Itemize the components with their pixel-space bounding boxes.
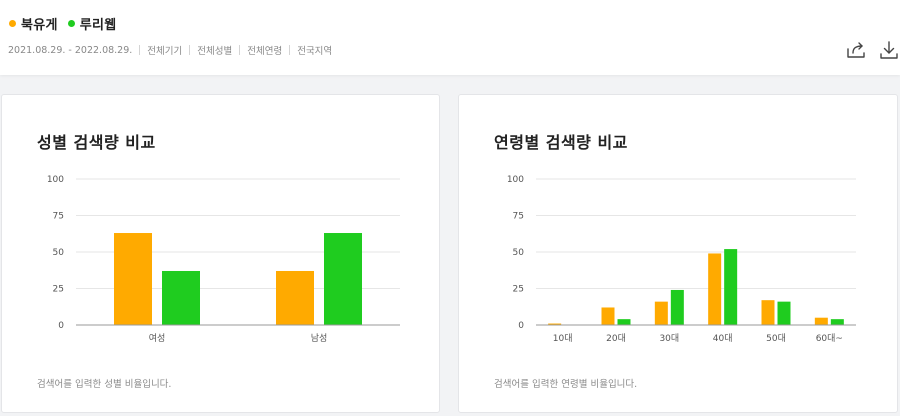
- filter-date-range: 2021.08.29. - 2022.08.29.: [8, 44, 133, 56]
- bar: [654, 301, 668, 325]
- bar: [670, 289, 684, 325]
- y-tick-label: 75: [53, 212, 64, 222]
- legend-item-ruliweb: 루리웹: [67, 14, 117, 33]
- gender-bar-chart: 0 25 50 75 100 여성 남성: [47, 175, 400, 344]
- series-legend: 북유게 루리웹: [9, 14, 127, 33]
- legend-label: 루리웹: [79, 18, 117, 33]
- x-tick-label: 10대: [553, 333, 573, 344]
- bar: [724, 249, 738, 325]
- legend-label: 북유게: [21, 18, 58, 33]
- age-bar-chart: 0 25 50 75 100 10대 20대 30대 40대 50대 60대~: [507, 175, 856, 344]
- y-tick-label: 0: [518, 321, 524, 331]
- divider: [139, 45, 141, 55]
- x-tick-label: 60대~: [816, 333, 843, 344]
- gender-chart-card: 성별 검색량 비교 0 25 50 75 100 여성 남성 검색어를 입력한 성별 비율입…: [1, 94, 440, 413]
- y-tick-label: 100: [47, 175, 64, 185]
- legend-item-bukyuge: 북유게: [9, 14, 58, 33]
- x-tick-label: 40대: [713, 333, 733, 344]
- bar: [114, 233, 152, 325]
- x-tick-label: 20대: [606, 333, 626, 344]
- card-title: 성별 검색량 비교: [37, 133, 156, 152]
- y-tick-label: 25: [513, 285, 524, 295]
- card-note: 검색어를 입력한 성별 비율입니다.: [37, 379, 172, 390]
- bar: [777, 301, 791, 325]
- y-tick-label: 100: [507, 175, 524, 185]
- y-tick-label: 50: [53, 248, 65, 258]
- x-tick-label: 남성: [311, 333, 328, 344]
- download-icon[interactable]: [878, 39, 900, 61]
- filter-summary: 2021.08.29. - 2022.08.29. 전체기기 전체성별 전체연령…: [8, 43, 333, 58]
- bar: [830, 319, 844, 325]
- x-tick-label: 30대: [659, 333, 679, 344]
- y-tick-label: 0: [58, 321, 64, 331]
- card-note: 검색어를 입력한 연령별 비율입니다.: [494, 379, 638, 390]
- bar: [162, 270, 200, 325]
- bar: [324, 233, 362, 325]
- y-tick-label: 25: [53, 285, 64, 295]
- divider: [189, 45, 191, 55]
- legend-dot-green: [67, 20, 75, 27]
- filter-gender: 전체성별: [197, 46, 233, 57]
- filter-region: 전국지역: [297, 46, 333, 57]
- share-icon[interactable]: [845, 39, 867, 61]
- bar: [814, 317, 828, 325]
- bar: [601, 307, 615, 325]
- bar: [617, 319, 631, 325]
- legend-dot-orange: [9, 20, 16, 27]
- divider: [289, 45, 291, 55]
- header-bar: 북유게 루리웹 2021.08.29. - 2022.08.29. 전체기기 전…: [0, 0, 900, 75]
- age-chart-card: 연령별 검색량 비교 0 25 50 75 100 10대 20대 30대 40대 50대 60대~…: [458, 94, 898, 413]
- y-tick-label: 75: [513, 212, 524, 222]
- filter-age: 전체연령: [247, 46, 283, 57]
- bar: [708, 253, 722, 325]
- bar: [276, 270, 314, 325]
- card-title: 연령별 검색량 비교: [494, 133, 628, 152]
- bar: [548, 323, 562, 325]
- divider: [239, 45, 241, 55]
- x-tick-label: 여성: [149, 332, 166, 344]
- x-tick-label: 50대: [766, 333, 786, 344]
- bar: [761, 300, 775, 325]
- filter-device: 전체기기: [147, 46, 183, 57]
- y-tick-label: 50: [513, 248, 525, 258]
